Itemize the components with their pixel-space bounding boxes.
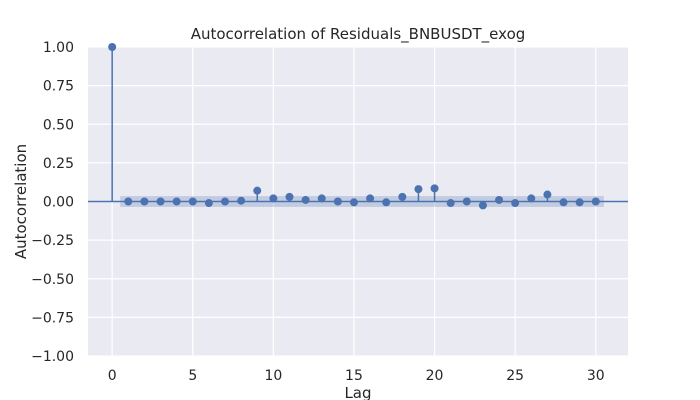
- acf-point: [575, 198, 584, 207]
- acf-point: [140, 197, 149, 206]
- y-tick-labels: 1.00 0.75 0.50 0.25 0.00 −0.25 −0.50 −0.75 −1.00: [31, 40, 74, 365]
- y-tick-label: −0.75: [31, 310, 74, 326]
- y-axis-label: Autocorrelation: [12, 144, 30, 259]
- acf-point: [301, 195, 310, 204]
- x-tick-label: 20: [426, 368, 444, 384]
- acf-point: [253, 186, 262, 195]
- y-tick-label: 0.00: [43, 195, 74, 211]
- y-tick-label: −0.50: [31, 272, 74, 288]
- y-tick-label: 1.00: [43, 40, 74, 56]
- acf-point: [188, 197, 197, 206]
- acf-point: [349, 198, 358, 207]
- acf-point: [398, 192, 407, 201]
- acf-point: [559, 198, 568, 207]
- acf-point: [108, 43, 117, 51]
- x-tick-label: 15: [345, 368, 363, 384]
- acf-point: [591, 197, 600, 206]
- acf-point: [430, 184, 439, 193]
- acf-point: [172, 197, 181, 206]
- acf-point: [333, 197, 342, 206]
- y-tick-label: 0.50: [43, 117, 74, 133]
- x-tick-label: 25: [506, 368, 524, 384]
- grid-lines: [88, 46, 628, 357]
- acf-point: [478, 201, 487, 210]
- acf-point: [237, 196, 246, 205]
- acf-point: [124, 197, 133, 206]
- acf-point: [285, 192, 294, 201]
- x-tick-label: 0: [108, 368, 117, 384]
- acf-point: [204, 199, 213, 208]
- x-tick-label: 30: [587, 368, 605, 384]
- y-tick-label: −1.00: [31, 349, 74, 365]
- chart-title: Autocorrelation of Residuals_BNBUSDT_exo…: [191, 25, 526, 44]
- acf-point: [382, 198, 391, 207]
- x-tick-labels: 0 5 10 15 20 25 30: [108, 368, 605, 384]
- acf-point: [527, 194, 536, 203]
- acf-point: [269, 194, 278, 203]
- acf-point: [156, 197, 165, 206]
- acf-point: [446, 199, 455, 208]
- y-tick-label: 0.25: [43, 156, 74, 172]
- y-tick-label: 0.75: [43, 79, 74, 95]
- acf-point: [462, 197, 471, 206]
- acf-point: [414, 185, 423, 194]
- acf-point: [366, 194, 375, 203]
- acf-points: [108, 43, 600, 210]
- x-axis-label: Lag: [344, 384, 371, 400]
- y-tick-label: −0.25: [31, 233, 74, 249]
- x-tick-label: 10: [264, 368, 282, 384]
- acf-point: [221, 197, 230, 206]
- acf-point: [543, 190, 552, 199]
- x-tick-label: 5: [188, 368, 197, 384]
- acf-point: [317, 194, 326, 203]
- acf-point: [511, 199, 520, 208]
- acf-point: [495, 195, 504, 204]
